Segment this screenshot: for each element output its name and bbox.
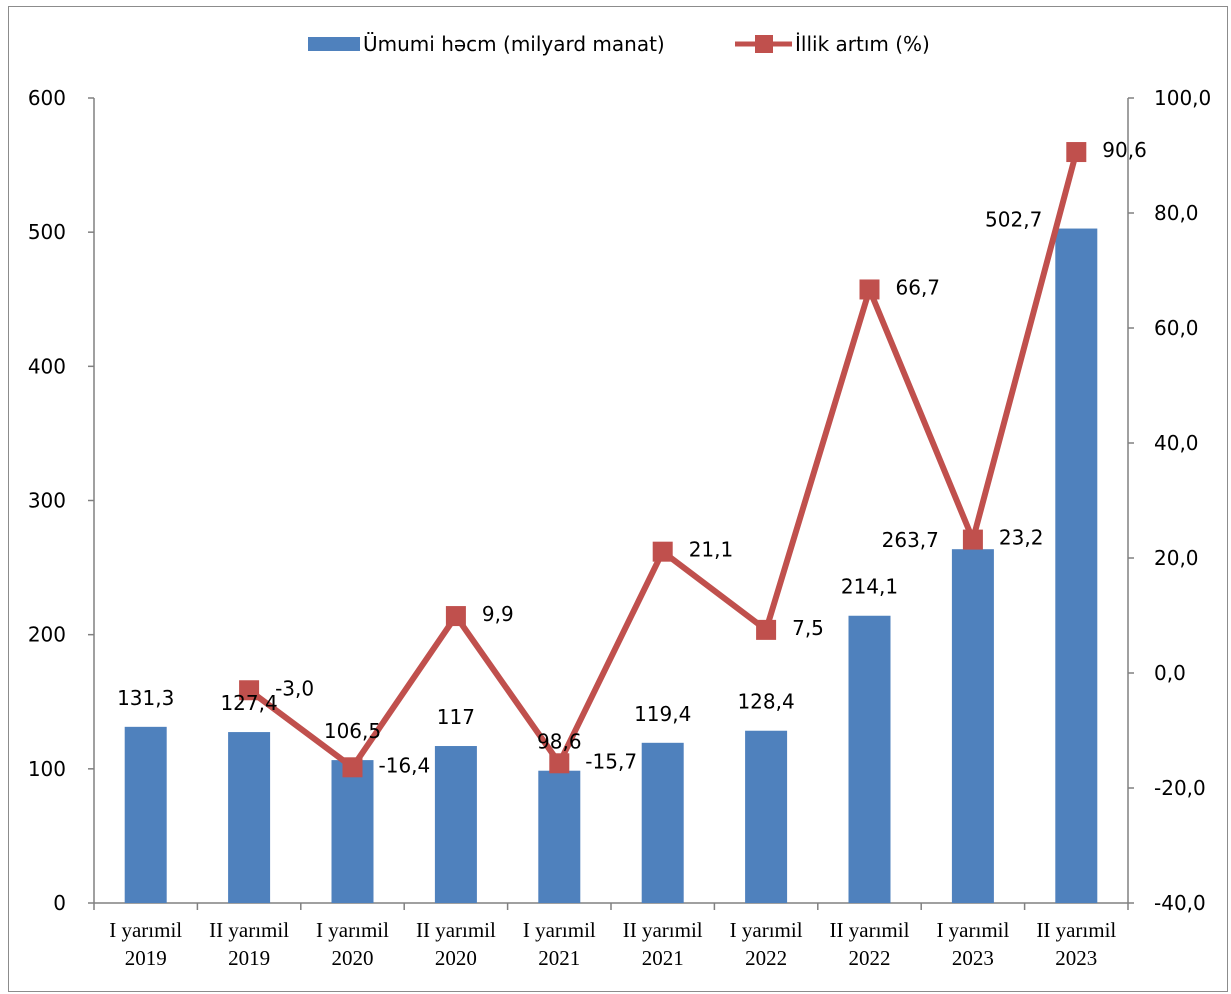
x-tick-label: I yarımil <box>936 918 1009 942</box>
bar <box>745 730 788 903</box>
bar-data-label: 502,7 <box>985 208 1042 232</box>
bar-data-label: 128,4 <box>737 690 794 714</box>
bar <box>228 732 271 903</box>
x-tick-label-year: 2021 <box>642 946 684 970</box>
x-tick-label: II yarımil <box>623 918 703 942</box>
line-data-label: 23,2 <box>999 526 1044 550</box>
bar <box>951 549 994 903</box>
y-right-tick-label: 100,0 <box>1154 86 1211 110</box>
y-right-tick-label: -20,0 <box>1154 776 1206 800</box>
bar <box>641 742 684 903</box>
y-right-tick-label: 20,0 <box>1154 546 1199 570</box>
legend-bar-label: Ümumi həcm (milyard manat) <box>363 32 665 56</box>
line-data-label: 7,5 <box>792 616 824 640</box>
bar <box>1055 228 1098 903</box>
bar <box>124 726 167 903</box>
y-left-tick-label: 600 <box>28 86 66 110</box>
bar-data-label: 214,1 <box>841 575 898 599</box>
bar <box>848 615 891 903</box>
x-tick-label: II yarımil <box>209 918 289 942</box>
bar <box>434 746 477 903</box>
line-data-label: -16,4 <box>379 753 431 777</box>
y-left-tick-label: 400 <box>28 354 66 378</box>
y-left-tick-label: 100 <box>28 757 66 781</box>
line-data-label: 9,9 <box>482 602 514 626</box>
x-tick-label-year: 2021 <box>538 946 580 970</box>
x-tick-label: II yarımil <box>416 918 496 942</box>
bar-data-label: 127,4 <box>220 691 277 715</box>
line-marker <box>962 529 983 550</box>
line-marker <box>1066 142 1087 163</box>
y-right-tick-label: 40,0 <box>1154 431 1199 455</box>
x-tick-label-year: 2020 <box>435 946 477 970</box>
x-tick-label: II yarımil <box>1036 918 1116 942</box>
bar <box>331 760 374 903</box>
x-tick-label: I yarımil <box>316 918 389 942</box>
x-tick-label-year: 2023 <box>1055 946 1097 970</box>
x-tick-label: II yarımil <box>830 918 910 942</box>
x-tick-label-year: 2019 <box>125 946 167 970</box>
bar <box>538 770 581 903</box>
bar-data-label: 119,4 <box>634 702 691 726</box>
line-marker <box>445 606 466 627</box>
line-data-label: 21,1 <box>689 538 734 562</box>
legend-bar-swatch <box>308 37 360 51</box>
x-tick-label-year: 2019 <box>228 946 270 970</box>
bar-data-label: 131,3 <box>117 686 174 710</box>
legend-line-label: İllik artım (%) <box>795 32 930 56</box>
line-marker <box>859 279 880 300</box>
x-tick-label: I yarımil <box>109 918 182 942</box>
line-data-label: 66,7 <box>896 275 941 299</box>
legend-line-marker <box>755 35 773 53</box>
bar-data-label: 263,7 <box>882 528 939 552</box>
x-tick-label-year: 2022 <box>849 946 891 970</box>
bar-data-label: 117 <box>437 705 475 729</box>
y-right-tick-label: -40,0 <box>1154 891 1206 915</box>
y-left-tick-label: 0 <box>53 891 66 915</box>
line-marker <box>549 753 570 774</box>
x-tick-label-year: 2020 <box>332 946 374 970</box>
chart-frame <box>8 6 1228 992</box>
line-marker <box>756 619 777 640</box>
x-tick-label: I yarımil <box>730 918 803 942</box>
bar-data-label: 98,6 <box>537 730 582 754</box>
line-marker <box>239 680 260 701</box>
x-tick-label-year: 2022 <box>745 946 787 970</box>
x-tick-label-year: 2023 <box>952 946 994 970</box>
y-right-tick-label: 0,0 <box>1154 661 1186 685</box>
line-data-label: 90,6 <box>1102 138 1147 162</box>
line-data-label: -3,0 <box>275 676 314 700</box>
line-marker <box>652 541 673 562</box>
y-right-tick-label: 60,0 <box>1154 316 1199 340</box>
y-right-tick-label: 80,0 <box>1154 201 1199 225</box>
y-left-tick-label: 200 <box>28 623 66 647</box>
bar-data-label: 106,5 <box>324 719 381 743</box>
line-data-label: -15,7 <box>585 749 637 773</box>
y-left-tick-label: 500 <box>28 220 66 244</box>
line-marker <box>342 757 363 778</box>
x-tick-label: I yarımil <box>523 918 596 942</box>
y-left-tick-label: 300 <box>28 489 66 513</box>
